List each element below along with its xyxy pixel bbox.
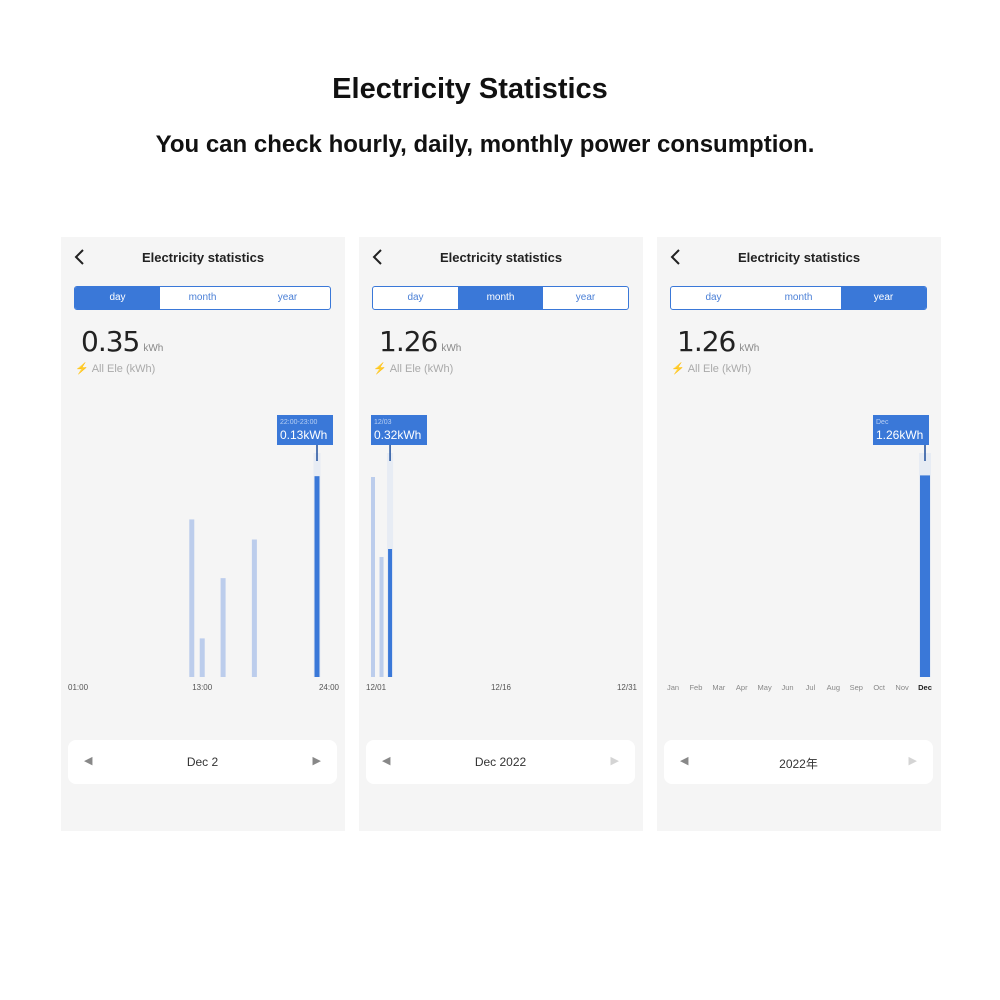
- next-date-icon[interactable]: ▶: [610, 755, 619, 767]
- screen-title: Electricity statistics: [439, 250, 563, 265]
- previous-date-icon[interactable]: ◀: [84, 755, 93, 767]
- tab-year[interactable]: year: [277, 292, 298, 303]
- series-legend: ⚡ All Ele (kWh): [671, 362, 751, 375]
- period-tabs: day month year: [670, 286, 927, 310]
- x-tick-label: Jun: [781, 683, 793, 692]
- series-legend: ⚡ All Ele (kWh): [373, 362, 453, 375]
- tab-month[interactable]: month: [458, 287, 543, 309]
- value-tooltip: 22:00-23:00 0.13kWh: [277, 415, 333, 445]
- tab-month[interactable]: month: [784, 292, 813, 303]
- x-tick-label: Apr: [736, 683, 748, 692]
- bar[interactable]: [189, 519, 195, 677]
- tooltip-value: 0.13kWh: [280, 428, 327, 442]
- date-label[interactable]: Dec 2022: [474, 755, 527, 769]
- total-energy-value: 0.35: [81, 325, 140, 358]
- x-tick-label: Feb: [689, 683, 702, 692]
- tooltip-box: [277, 415, 333, 445]
- lightning-icon: ⚡: [671, 363, 685, 375]
- monthly-usage-chart[interactable]: Dec 1.26kWh Jan Feb Mar Apr May Jun Jul Aug Sep Oct…: [657, 407, 941, 697]
- hourly-usage-chart[interactable]: 22:00-23:00 0.13kWh 01:00 13:00 24:00: [61, 407, 345, 697]
- bar[interactable]: [220, 578, 226, 677]
- tooltip-value: 1.26kWh: [876, 428, 923, 442]
- x-tick-label: 12/31: [617, 683, 638, 692]
- bar[interactable]: [199, 638, 205, 677]
- screen-title: Electricity statistics: [141, 250, 265, 265]
- x-tick-label: 12/01: [366, 683, 387, 692]
- phone-screen-month: Electricity statistics day month year 1.…: [359, 237, 643, 831]
- total-energy: 1.26 kWh: [677, 325, 759, 358]
- tab-month[interactable]: month: [188, 292, 217, 303]
- tab-day[interactable]: day: [705, 292, 722, 303]
- total-energy: 1.26 kWh: [379, 325, 461, 358]
- bar[interactable]: [371, 477, 375, 677]
- tooltip-label: 22:00-23:00: [280, 419, 317, 426]
- back-arrow-icon[interactable]: [371, 247, 385, 267]
- x-tick-label: 12/16: [491, 683, 512, 692]
- x-tick-label: May: [758, 683, 772, 692]
- x-tick-label: Sep: [850, 683, 863, 692]
- tooltip-box: [873, 415, 929, 445]
- value-tooltip: Dec 1.26kWh: [873, 415, 929, 445]
- period-tabs: day month year: [372, 286, 629, 310]
- date-navigator: ◀ Dec 2022 ▶: [366, 740, 635, 784]
- phone-screen-day: Electricity statistics day month year 0.…: [61, 237, 345, 831]
- total-energy-value: 1.26: [677, 325, 736, 358]
- page-title: Electricity Statistics: [332, 73, 608, 105]
- tooltip-label: Dec: [876, 419, 889, 426]
- tab-day[interactable]: day: [407, 292, 424, 303]
- previous-date-icon[interactable]: ◀: [680, 755, 689, 767]
- legend-label: All Ele (kWh): [687, 363, 752, 375]
- x-tick-label: Jul: [806, 683, 816, 692]
- total-energy: 0.35 kWh: [81, 325, 163, 358]
- legend-label: All Ele (kWh): [91, 363, 156, 375]
- tooltip-value: 0.32kWh: [374, 428, 421, 442]
- value-tooltip: 12/03 0.32kWh: [371, 415, 427, 445]
- back-arrow-icon[interactable]: [669, 247, 683, 267]
- x-tick-label: Nov: [895, 683, 909, 692]
- date-navigator: ◀ 2022年 ▶: [664, 740, 933, 784]
- period-tabs: day month year: [74, 286, 331, 310]
- daily-usage-chart[interactable]: 12/03 0.32kWh 12/01 12/16 12/31: [359, 407, 643, 697]
- x-tick-label: Aug: [827, 683, 840, 692]
- bar-selected[interactable]: [388, 549, 393, 677]
- date-navigator: ◀ Dec 2 ▶: [68, 740, 337, 784]
- previous-date-icon[interactable]: ◀: [382, 755, 391, 767]
- total-energy-unit: kWh: [143, 343, 164, 354]
- lightning-icon: ⚡: [373, 363, 387, 375]
- x-tick-label: Jan: [667, 683, 679, 692]
- series-legend: ⚡ All Ele (kWh): [75, 362, 155, 375]
- tab-day[interactable]: day: [75, 287, 160, 309]
- total-energy-unit: kWh: [739, 343, 760, 354]
- screen-title: Electricity statistics: [737, 250, 861, 265]
- tooltip-label: 12/03: [374, 419, 392, 426]
- bar[interactable]: [379, 557, 384, 677]
- tooltip-box: [371, 415, 427, 445]
- next-date-icon[interactable]: ▶: [908, 755, 917, 767]
- date-label[interactable]: Dec 2: [186, 755, 219, 769]
- lightning-icon: ⚡: [75, 363, 89, 375]
- bar-selected[interactable]: [314, 476, 320, 677]
- x-tick-label: Mar: [712, 683, 725, 692]
- date-label[interactable]: 2022年: [779, 757, 818, 771]
- x-tick-label: Dec: [918, 683, 932, 692]
- page-subtitle: You can check hourly, daily, monthly pow…: [155, 131, 815, 158]
- x-tick-label: 01:00: [68, 683, 89, 692]
- total-energy-value: 1.26: [379, 325, 438, 358]
- legend-label: All Ele (kWh): [389, 363, 454, 375]
- total-energy-unit: kWh: [441, 343, 462, 354]
- x-tick-label: 13:00: [192, 683, 213, 692]
- x-tick-label: Oct: [873, 683, 886, 692]
- back-arrow-icon[interactable]: [73, 247, 87, 267]
- bar[interactable]: [251, 539, 257, 677]
- tab-year[interactable]: year: [841, 287, 926, 309]
- tab-year[interactable]: year: [575, 292, 596, 303]
- bar-selected[interactable]: [920, 475, 930, 677]
- next-date-icon[interactable]: ▶: [312, 755, 321, 767]
- x-tick-label: 24:00: [319, 683, 340, 692]
- phone-screen-year: Electricity statistics day month year 1.…: [657, 237, 941, 831]
